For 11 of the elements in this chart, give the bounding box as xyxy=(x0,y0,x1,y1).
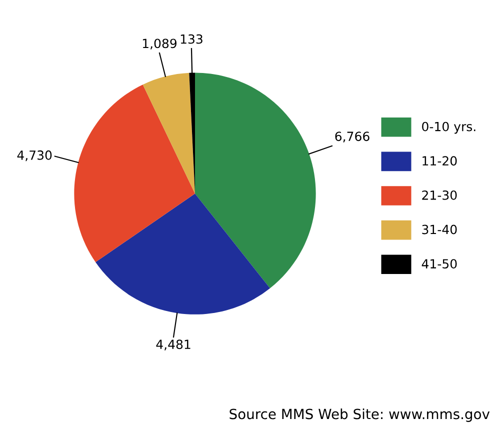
legend-label: 21-30 xyxy=(422,190,457,200)
data-label: 4,730 xyxy=(17,150,52,162)
data-label: 6,766 xyxy=(335,132,370,142)
legend-label: 41-50 xyxy=(422,259,457,269)
legend-label: 0-10 yrs. xyxy=(422,122,476,134)
legend-label: 11-20 xyxy=(422,156,457,166)
legend-label: 31-40 xyxy=(422,224,457,234)
source-note: Source MMS Web Site: www.mms.gov xyxy=(230,408,490,422)
data-label: 4,481 xyxy=(156,340,190,350)
data-label: 133 xyxy=(180,34,202,44)
data-label: 1,089 xyxy=(142,38,176,50)
